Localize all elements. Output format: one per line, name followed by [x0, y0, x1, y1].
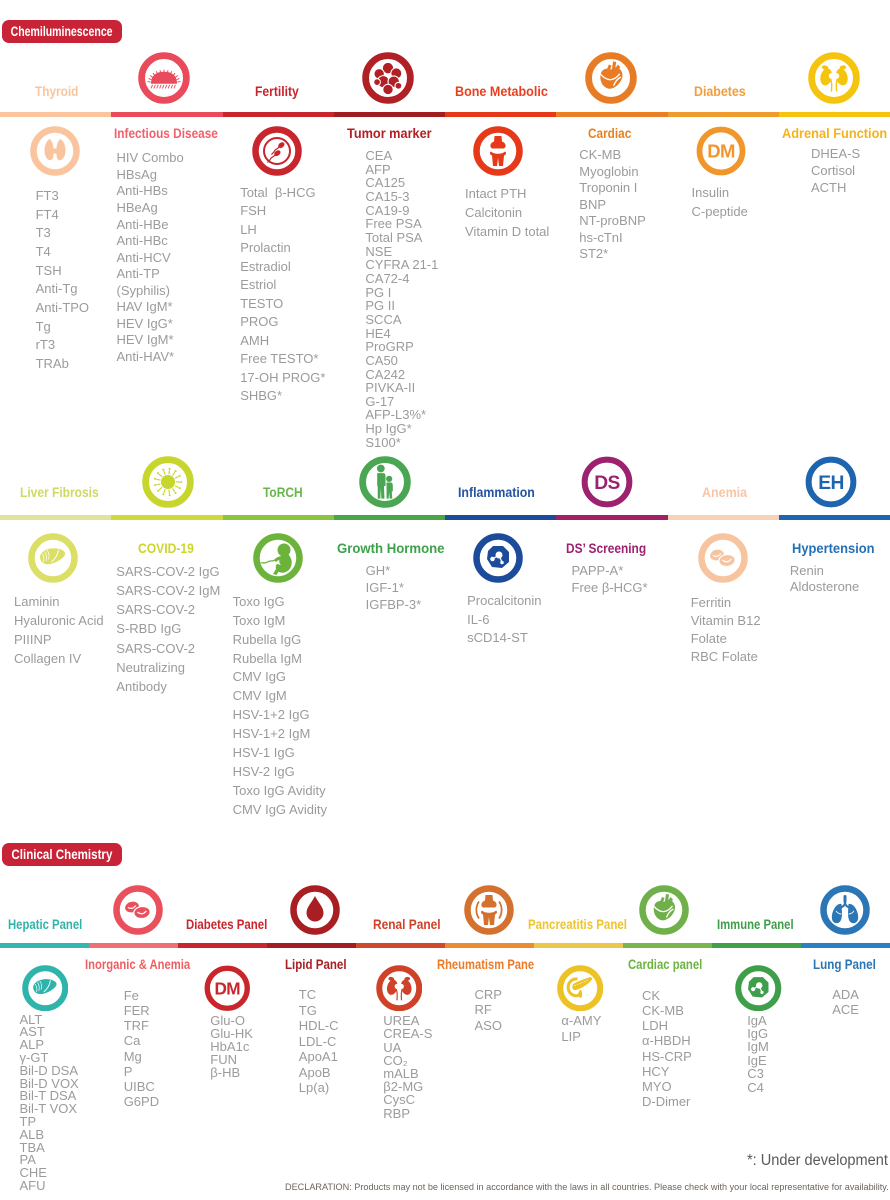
svg-text:DS: DS	[594, 473, 620, 494]
svg-text:EH: EH	[818, 473, 843, 494]
svg-text:DM: DM	[707, 141, 735, 162]
svg-text:DM: DM	[215, 978, 241, 998]
